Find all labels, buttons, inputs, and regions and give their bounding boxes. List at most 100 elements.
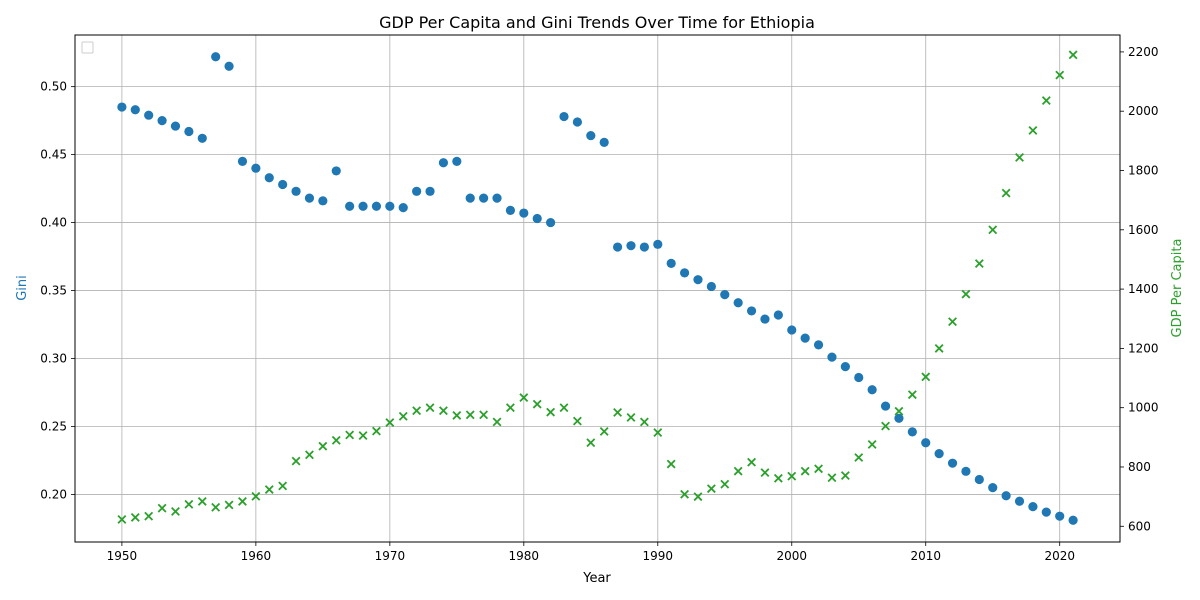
gdp-point (894, 406, 904, 416)
gdp-point (747, 457, 757, 467)
gdp-point (519, 393, 529, 403)
gini-point (746, 306, 757, 316)
gini-point (813, 340, 824, 350)
gdp-point (666, 459, 676, 469)
gdp-point (773, 473, 783, 483)
gini-point (492, 193, 502, 203)
gini-point (639, 242, 649, 252)
gdp-point (211, 502, 221, 512)
x-tick-label: 1950 (107, 549, 138, 563)
gini-point (331, 166, 341, 176)
right-y-tick-label: 600 (1128, 519, 1151, 533)
gdp-point (1015, 153, 1024, 162)
left-y-axis-ticks: 0.20 0.25 0.30 0.35 0.40 0.45 0.50 (40, 80, 75, 501)
left-y-axis-label: Gini (15, 275, 30, 301)
gini-point (465, 193, 475, 203)
gdp-point (412, 406, 422, 416)
gdp-point (881, 421, 890, 431)
gini-point (666, 258, 676, 268)
x-tick-label: 1990 (643, 549, 674, 563)
gdp-point (840, 471, 850, 481)
gini-point (251, 163, 261, 173)
gdp-point (144, 511, 154, 521)
gdp-point (425, 403, 435, 413)
gdp-point (385, 418, 395, 427)
x-tick-label: 2000 (776, 549, 807, 563)
gdp-point (305, 450, 314, 460)
gdp-point (1068, 50, 1078, 60)
gini-point (706, 281, 716, 292)
gini-point (291, 186, 301, 196)
gdp-point (345, 430, 355, 440)
gdp-point (599, 426, 609, 436)
left-y-tick-label: 0.30 (40, 352, 67, 366)
gdp-point (921, 372, 931, 382)
gini-point (894, 413, 904, 423)
gini-point (773, 310, 783, 320)
gini-point (144, 110, 154, 120)
gdp-point (546, 407, 556, 417)
gdp-point (559, 403, 569, 413)
gdp-point (452, 410, 462, 420)
gini-point (278, 179, 288, 190)
gini-point (693, 275, 703, 285)
gini-point (921, 438, 931, 448)
gridlines (75, 35, 1120, 542)
gini-point (572, 117, 583, 127)
right-y-tick-label: 2200 (1128, 45, 1159, 59)
gini-point (827, 352, 837, 362)
gdp-point (827, 473, 837, 483)
gini-point (733, 298, 743, 308)
gdp-point (318, 441, 328, 451)
gini-point (264, 173, 274, 183)
x-tick-label: 1960 (241, 549, 272, 563)
gini-point (1068, 515, 1078, 525)
gini-point (385, 201, 395, 211)
gdp-point (505, 403, 515, 413)
gdp-point (278, 481, 288, 491)
gdp-point (157, 503, 167, 513)
gini-point (840, 362, 850, 372)
gdp-point (251, 491, 261, 501)
gdp-point (988, 225, 998, 235)
gini-point (1028, 502, 1038, 512)
left-y-tick-label: 0.50 (40, 80, 67, 94)
gdp-point (733, 466, 743, 476)
gdp-point (948, 317, 957, 327)
gdp-point (613, 407, 623, 417)
gini-point (934, 449, 944, 459)
gini-point (398, 203, 408, 213)
gdp-point (961, 289, 971, 299)
x-tick-label: 1970 (375, 549, 406, 563)
gdp-point (1028, 126, 1038, 135)
right-y-tick-label: 1000 (1128, 401, 1159, 415)
gini-point (720, 290, 730, 300)
gdp-point (787, 471, 797, 481)
right-y-tick-label: 1600 (1128, 223, 1159, 237)
gini-point (412, 186, 422, 196)
gdp-point (532, 399, 542, 409)
gini-point (425, 186, 435, 196)
gdp-point (586, 438, 596, 448)
gdp-point (184, 499, 194, 509)
gdp-point (372, 426, 381, 436)
x-axis-ticks: 1950 1960 1970 1980 1990 2000 2010 2020 (107, 542, 1075, 563)
left-y-tick-label: 0.20 (40, 487, 67, 501)
gdp-point (358, 431, 368, 440)
gdp-point (465, 410, 475, 420)
right-y-tick-label: 1200 (1128, 341, 1159, 355)
gdp-point (117, 515, 127, 524)
gini-point (787, 325, 797, 335)
gini-point (546, 217, 556, 228)
gini-point (438, 158, 449, 168)
gini-point (170, 121, 181, 131)
gini-point (345, 201, 355, 211)
gdp-point (854, 453, 864, 462)
left-y-tick-label: 0.40 (40, 216, 67, 230)
gdp-series (117, 50, 1078, 524)
gdp-point (224, 500, 234, 510)
gini-point (1055, 511, 1065, 521)
gdp-point (680, 489, 690, 499)
gdp-point (264, 485, 274, 494)
